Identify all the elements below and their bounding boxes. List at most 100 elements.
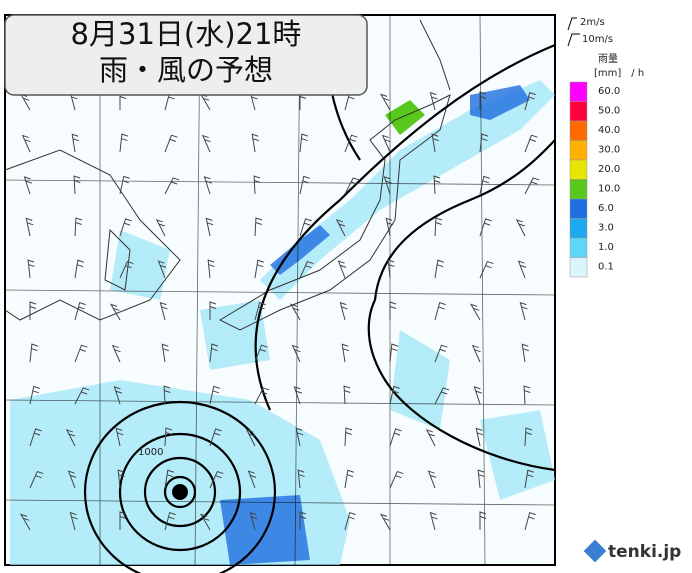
wind-barb bbox=[389, 385, 400, 405]
wind-barb bbox=[113, 386, 122, 405]
wind-barb bbox=[469, 303, 481, 321]
wind-barb bbox=[209, 301, 217, 320]
wind-barb bbox=[479, 260, 494, 279]
wind-barb bbox=[434, 301, 446, 321]
legend-swatch bbox=[569, 81, 588, 102]
wind-barb bbox=[479, 175, 490, 195]
wind-barb bbox=[254, 387, 270, 405]
wind-barb bbox=[299, 218, 312, 237]
wind-barb bbox=[434, 387, 450, 405]
rain-legend-unit: [mm] / h bbox=[594, 68, 644, 79]
wind-barb bbox=[65, 429, 76, 447]
wind-barb bbox=[29, 428, 42, 447]
wind-barb bbox=[434, 344, 448, 363]
title-subject: 雨・風の予想 bbox=[99, 53, 273, 87]
wind-barb bbox=[427, 470, 437, 489]
wind-barb bbox=[254, 259, 264, 279]
wind-barb bbox=[433, 175, 441, 195]
wind-barb bbox=[29, 470, 44, 489]
title-date: 8月31日(水)21時 bbox=[71, 17, 302, 51]
green-rain bbox=[385, 100, 425, 135]
wind-barb bbox=[117, 469, 125, 489]
wind-barb bbox=[299, 133, 309, 153]
wind-barb bbox=[249, 511, 258, 531]
wind-barb bbox=[335, 219, 346, 237]
legend-swatch bbox=[569, 237, 588, 258]
wind-barb bbox=[74, 301, 86, 321]
wind-barb bbox=[203, 176, 212, 195]
wind-barb bbox=[471, 344, 481, 363]
wind-barb bbox=[434, 259, 444, 279]
wind-barb bbox=[164, 511, 176, 531]
wind-legend-2: 2m/s bbox=[580, 17, 605, 28]
wind-barb bbox=[475, 427, 484, 447]
wind-barb bbox=[71, 133, 80, 153]
isobar-label: 1000 bbox=[138, 447, 163, 458]
wind-barb bbox=[293, 386, 302, 405]
brand: tenki.jp bbox=[583, 539, 681, 563]
wind-barb bbox=[344, 511, 356, 531]
wind-barb bbox=[205, 217, 214, 237]
legend-label: 6.0 bbox=[598, 203, 614, 214]
legend-swatch bbox=[569, 120, 588, 141]
wind-barb bbox=[163, 385, 171, 405]
wind-barb bbox=[74, 259, 84, 279]
wind-barb bbox=[477, 469, 485, 489]
wind-barb bbox=[245, 429, 256, 447]
rain-areas bbox=[10, 80, 555, 565]
wind-barb bbox=[523, 385, 531, 405]
wind-barb bbox=[29, 301, 37, 320]
wind-barb bbox=[524, 427, 533, 447]
legend-label: 40.0 bbox=[598, 125, 620, 136]
wind-barb bbox=[429, 511, 438, 531]
wind-barb bbox=[27, 259, 35, 279]
wind-barb bbox=[157, 260, 167, 279]
wind-barb bbox=[479, 218, 492, 237]
wind-barb bbox=[381, 134, 391, 153]
wind-barb bbox=[21, 134, 31, 153]
wind-barb bbox=[155, 219, 166, 237]
legend-swatch bbox=[569, 198, 588, 219]
wind-barb bbox=[289, 303, 301, 321]
wind-barb bbox=[524, 177, 540, 195]
wind-barb bbox=[515, 219, 526, 237]
wind-barb bbox=[251, 133, 260, 153]
wind-barb bbox=[519, 301, 528, 321]
wind-barb bbox=[119, 260, 134, 279]
wind-barb bbox=[521, 343, 530, 363]
typhoon-center bbox=[172, 484, 188, 500]
wind-barb bbox=[247, 470, 257, 489]
wind-barb bbox=[209, 428, 222, 447]
legend-label: 50.0 bbox=[598, 106, 620, 117]
wind-barb bbox=[344, 177, 360, 195]
rain-legend: 60.0 50.0 40.0 30.0 20.0 10.0 6.0 3.0 1.0 0.1 bbox=[569, 81, 620, 278]
rain-legend-title: 雨量 bbox=[598, 53, 618, 65]
legend-label: 0.1 bbox=[598, 262, 614, 273]
legend-swatch bbox=[569, 257, 588, 278]
wind-barb bbox=[69, 511, 78, 531]
wind-barb bbox=[25, 217, 34, 237]
wind-barb bbox=[337, 260, 347, 279]
legend-swatch bbox=[569, 101, 588, 122]
wind-barb bbox=[254, 344, 268, 363]
wind-barb bbox=[23, 176, 32, 195]
legend-label: 30.0 bbox=[598, 145, 620, 156]
wind-barb bbox=[161, 343, 170, 363]
coastlines bbox=[4, 19, 451, 331]
wind-barb bbox=[119, 133, 129, 153]
wind-barb bbox=[164, 177, 180, 195]
wind-barb bbox=[389, 301, 397, 320]
wind-barb bbox=[389, 470, 404, 489]
wind-barb bbox=[389, 428, 402, 447]
legend-swatch bbox=[569, 179, 588, 200]
wind-barb bbox=[74, 344, 88, 363]
wind-barb bbox=[115, 427, 124, 447]
wind-barb bbox=[344, 134, 358, 153]
wind-barb bbox=[254, 301, 266, 321]
legend-swatch bbox=[569, 218, 588, 239]
wind-legend-10: 10m/s bbox=[582, 34, 613, 45]
wind-barb bbox=[343, 385, 351, 405]
wind-barb bbox=[299, 511, 307, 530]
wind-barb bbox=[434, 217, 443, 237]
